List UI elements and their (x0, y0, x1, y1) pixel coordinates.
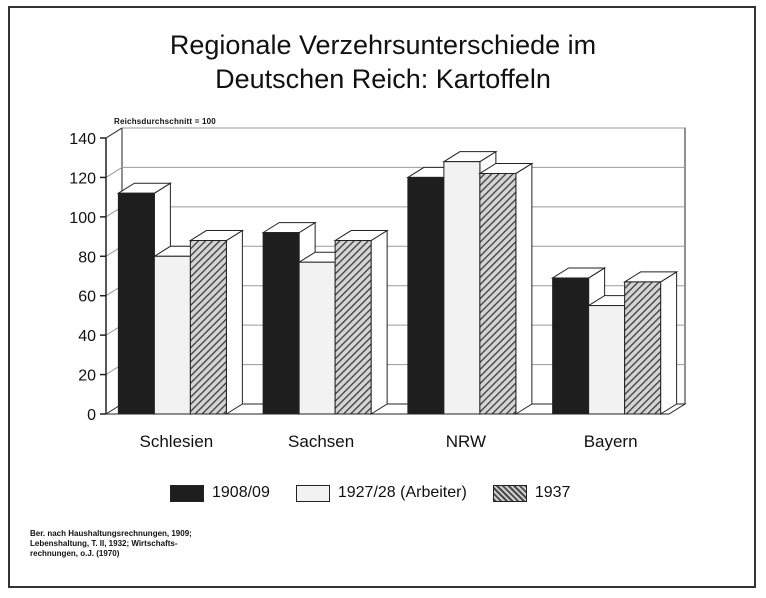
legend-swatch-dark (170, 484, 204, 502)
legend-swatch-light (295, 484, 330, 502)
gridline-side (105, 167, 123, 178)
bar-1908-09 (262, 232, 300, 415)
bar-1908-09 (552, 277, 590, 415)
chart-frame (8, 6, 756, 588)
y-tick-label: 100 (69, 210, 96, 227)
legend-label: 1908/09 (212, 484, 270, 501)
y-tick-label: 40 (78, 328, 96, 345)
bar-1927-28-Arbeiter (153, 255, 191, 415)
bar-1927-28-Arbeiter (298, 261, 336, 415)
bar-1908-09 (117, 192, 155, 415)
x-tick-label: Sachsen (288, 432, 354, 451)
bar-1908-09 (407, 176, 445, 415)
bar-1937 (624, 281, 662, 415)
x-tick-label: NRW (446, 432, 486, 451)
chart-title: Regionale Verzehrsunterschiede im (169, 30, 597, 60)
y-tick-label: 80 (78, 249, 96, 266)
legend-swatch-hatched (492, 484, 527, 502)
bar-side (515, 162, 533, 415)
unit-note: Reichsdurchschnitt = 100 (114, 117, 216, 126)
source-note: Ber. nach Haushaltungsrechnungen, 1909; … (30, 529, 192, 558)
bar-1927-28-Arbeiter (443, 161, 481, 415)
legend-item-1908: 1908/09 (170, 484, 270, 502)
legend-label: 1927/28 (Arbeiter) (337, 484, 467, 501)
x-tick-label: Schlesien (140, 432, 214, 451)
legend-label: 1937 (534, 484, 571, 501)
y-tick-label: 0 (87, 407, 96, 424)
bar-1937 (189, 240, 227, 415)
bar-side (660, 271, 678, 415)
bar-1927-28-Arbeiter (588, 305, 626, 415)
bar-1937 (479, 172, 517, 415)
legend: 1908/09 1927/28 (Arbeiter) 1937 (170, 482, 570, 504)
y-tick-label: 60 (78, 289, 96, 306)
y-axis-top (105, 127, 123, 139)
bar-side (225, 229, 243, 415)
y-tick-label: 120 (69, 170, 96, 187)
y-tick-label: 140 (69, 131, 96, 148)
bar-side (370, 229, 388, 415)
legend-item-1937: 1937 (492, 484, 571, 502)
bar-1937 (334, 240, 372, 415)
y-tick-label: 20 (78, 368, 96, 385)
chart-subtitle: Deutschen Reich: Kartoffeln (215, 64, 551, 94)
x-tick-label: Bayern (584, 432, 638, 451)
legend-item-1927: 1927/28 (Arbeiter) (295, 484, 467, 502)
chart-title-block: Regionale Verzehrsunterschiede im Deutsc… (0, 28, 766, 96)
